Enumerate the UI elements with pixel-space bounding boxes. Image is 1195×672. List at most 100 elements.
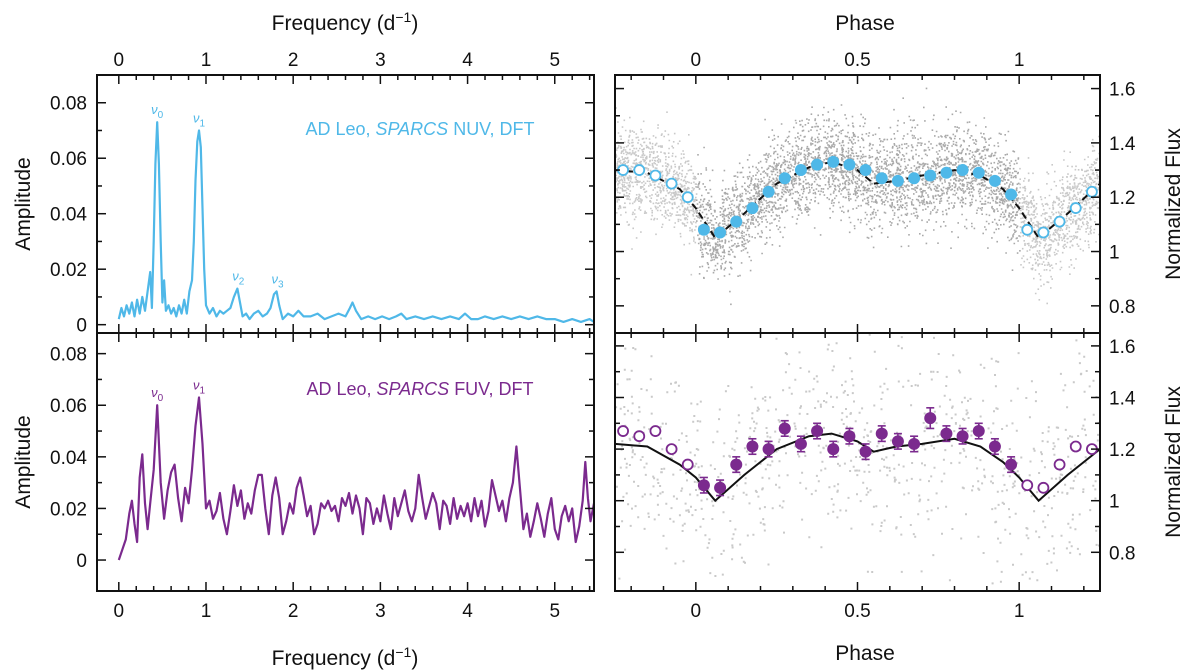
x-tick-label: 3 [375,601,386,622]
y-tick-label: 0.08 [50,345,87,366]
top-left-title: AD Leo, SPARCS NUV, DFT [305,119,534,139]
x-tick-label: 1 [201,601,212,622]
binned-point [794,164,807,177]
binned-point [988,440,1001,453]
binned-point [827,443,840,456]
binned-point-wrapped [633,430,646,443]
binned-point-wrapped [665,177,678,190]
y-tick-label: 1.2 [1109,440,1135,461]
bottom-left-title: AD Leo, SPARCS FUV, DFT [306,379,533,399]
binned-point [940,427,953,440]
binned-point-wrapped [1037,481,1050,494]
binned-point [714,226,727,239]
binned-point [843,158,856,171]
x-tick-label: 4 [462,601,473,622]
binned-point [875,172,888,185]
top-right-ylabel: Normalized Flux [1162,128,1185,280]
panel-fuv-phase: 0 0.5 1 0.8 1 1.2 1.4 1.6 [614,332,1136,622]
x-tick-label: 1 [1014,50,1025,71]
scatter-points [615,333,1100,585]
bottom-right-ylabel: Normalized Flux [1162,386,1185,538]
x-tick-label: 0.5 [844,601,870,622]
binned-point [811,425,824,438]
x-tick-label: 0 [691,601,702,622]
x-tick-label: 0 [114,601,125,622]
y-tick-label: 1.6 [1109,337,1135,358]
x-tick-label: 2 [288,50,299,71]
binned-point [811,158,824,171]
model-curve [615,160,1100,240]
panel-fuv-dft: ν0 ν1 0 1 2 3 4 5 0 0.02 0.04 0.06 0.08 [50,332,595,622]
y-tick-label: 0.8 [1109,543,1135,564]
binned-point [794,437,807,450]
binned-point [924,412,937,425]
binned-point [924,169,937,182]
peak-label-nu0: ν0 [151,385,164,404]
y-tick-label: 0 [76,551,87,572]
y-tick-label: 1 [1109,243,1120,264]
binned-point-wrapped [1053,458,1066,471]
binned-point [697,223,710,236]
y-tick-label: 0 [76,316,87,337]
x-tick-label: 5 [549,601,560,622]
photometry-scatter [615,87,1100,306]
y-tick-label: 0.08 [50,94,87,115]
binned-point [972,425,985,438]
binned-point-wrapped [1021,223,1034,236]
peak-label-nu3: ν3 [271,271,284,290]
binned-point-wrapped [649,169,662,182]
photometry-scatter [615,333,1100,585]
bottom-left-ylabel: Amplitude [12,415,35,508]
y-tick-label: 0.04 [50,448,87,469]
y-tick-label: 1 [1109,492,1120,513]
peak-label-nu1: ν1 [193,378,206,397]
y-tick-label: 1.6 [1109,80,1135,101]
x-tick-label: 1 [201,50,212,71]
binned-point [746,440,759,453]
binned-point [778,422,791,435]
binned-point-wrapped [649,425,662,437]
binned-point-wrapped [1069,440,1082,453]
binned-point [730,458,743,471]
binned-point [908,437,921,450]
scatter-points [695,87,1021,306]
panel-nuv-dft: ν0 ν1 ν2 ν3 0 1 2 3 4 5 0 0.02 0.04 0.06 0.08 [50,50,595,337]
binned-point-wrapped [1086,185,1098,198]
binned-point-wrapped [1053,215,1066,228]
panel-frame [96,332,595,592]
top-right-xlabel: Phase [835,12,895,35]
x-tick-label: 4 [462,50,473,71]
binned-point-wrapped [633,164,646,176]
y-tick-label: 0.02 [50,499,87,520]
panel-nuv-phase: 0 0.5 1 0.8 1 1.2 1.4 1.6 [614,50,1136,334]
y-tick-label: 0.8 [1109,297,1135,318]
plot-area [615,87,1100,306]
peak-label-nu1: ν1 [193,110,206,129]
binned-point [891,174,904,187]
binned-point-wrapped [617,425,629,437]
binned-point [762,443,775,456]
y-tick-label: 0.06 [50,396,87,417]
binned-point-wrapped [665,443,678,456]
binned-point [891,435,904,448]
binned-point [972,166,985,179]
amplitude-spectrum-line [117,396,594,561]
binned-point [859,445,872,458]
binned-point-wrapped [681,191,694,204]
binned-point [1005,458,1018,471]
amplitude-spectrum-line [117,121,594,323]
binned-point [956,430,969,443]
y-tick-label: 1.4 [1109,134,1136,155]
binned-point [697,479,710,492]
top-left-ylabel: Amplitude [12,157,35,250]
binned-point [730,215,743,228]
binned-point [908,172,921,185]
binned-point [859,164,872,177]
x-tick-label: 3 [375,50,386,71]
plot-area [117,396,594,561]
y-tick-label: 0.02 [50,260,87,281]
x-tick-label: 0 [691,50,702,71]
binned-point [988,174,1001,187]
bottom-left-xlabel: Frequency (d−1) [272,644,419,670]
x-tick-label: 2 [288,601,299,622]
